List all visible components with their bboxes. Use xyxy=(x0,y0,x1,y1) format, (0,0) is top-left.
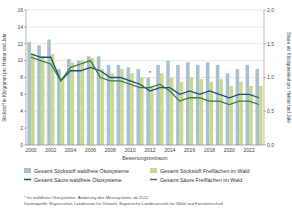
legend-label: Gesamt Stickstoff waldfreie Ökosysteme xyxy=(34,168,129,174)
x-tick-label: 2012 xyxy=(144,147,155,153)
bar xyxy=(81,61,85,145)
y2-tick-label: 2,0 xyxy=(267,7,274,13)
bar xyxy=(226,73,230,145)
grid-line xyxy=(26,43,264,44)
y-tick-label: 4 xyxy=(20,108,23,114)
bar xyxy=(255,69,259,145)
bar xyxy=(47,40,51,145)
bar xyxy=(236,69,240,145)
x-tick-label: 2010 xyxy=(125,147,136,153)
x-tick-label: 2008 xyxy=(105,147,116,153)
x-tick-label: 2002 xyxy=(45,147,56,153)
bar xyxy=(110,73,114,145)
legend-swatch xyxy=(24,168,31,173)
y-tick-label: 2 xyxy=(20,125,23,131)
bar xyxy=(156,65,160,145)
bar xyxy=(77,61,81,145)
bar xyxy=(150,86,154,145)
y-tick-label: 0 xyxy=(20,142,23,148)
y-axis-title: Stickstoff in Kilogramm pro Hektar und J… xyxy=(2,33,7,122)
y2-axis-title: Säure als Kiloäquivalent pro Hektar und … xyxy=(286,32,291,124)
grid-line xyxy=(26,60,264,61)
x-tick-label: 2020 xyxy=(224,147,235,153)
y-axis xyxy=(26,10,27,145)
x-axis xyxy=(26,145,264,146)
bar xyxy=(239,82,243,145)
x-axis-title: Bewertungszeitraum xyxy=(122,155,168,161)
y2-tick-label: 1,0 xyxy=(267,74,274,80)
x-tick-label: 2022 xyxy=(244,147,255,153)
bar xyxy=(100,69,104,145)
bar xyxy=(196,65,200,145)
chart: 0 2 4 6 8 10 12 14 16 0,0 0,5 1,0 1,5 2,0 Stickstoff i… xyxy=(0,0,292,219)
x-tick-label: 2006 xyxy=(85,147,96,153)
bar xyxy=(186,62,190,145)
bar xyxy=(206,62,210,145)
y2-tick-label: 1,5 xyxy=(267,41,274,47)
x-tick-label: 2016 xyxy=(184,147,195,153)
y-tick-label: 8 xyxy=(20,74,23,80)
footnote: * für waldfreie Ökosysteme: Änderung des… xyxy=(24,195,149,200)
legend-label: Gesamt Säure waldfreie Ökosysteme xyxy=(34,177,122,183)
x-tick-label: 2018 xyxy=(204,147,215,153)
footnote: Datenquelle: Bayerisches Landesamt für U… xyxy=(24,201,224,206)
legend-label: Gesamt Stickstoff Freiflächen im Wald xyxy=(160,168,250,174)
y2-tick-label: 0,5 xyxy=(267,108,274,114)
bar xyxy=(87,56,91,145)
grid-line xyxy=(26,10,264,11)
bar xyxy=(200,79,204,145)
y-tick-label: 6 xyxy=(20,91,23,97)
bar xyxy=(259,86,263,145)
bar xyxy=(31,54,35,145)
y-tick-label: 10 xyxy=(17,57,23,63)
legend-swatch xyxy=(150,179,157,181)
bar xyxy=(71,62,75,145)
x-tick-label: 2004 xyxy=(65,147,76,153)
bar xyxy=(127,67,131,145)
bar xyxy=(216,65,220,145)
y-tick-label: 12 xyxy=(17,41,23,47)
y2-tick-label: 0,0 xyxy=(267,142,274,148)
legend-swatch xyxy=(24,179,31,181)
bar xyxy=(229,86,233,145)
legend-label: Gesamt Säure Freiflächen im Wald xyxy=(160,177,242,183)
bar xyxy=(219,79,223,145)
bar xyxy=(166,61,170,145)
grid-line xyxy=(26,26,264,27)
bar xyxy=(41,56,45,145)
y2-axis xyxy=(264,10,265,145)
bar xyxy=(176,65,180,145)
bar xyxy=(246,65,250,145)
bar xyxy=(27,42,31,145)
bar xyxy=(61,78,65,146)
y-tick-label: 14 xyxy=(17,24,23,30)
x-tick-label: 2014 xyxy=(164,147,175,153)
bar xyxy=(90,58,94,145)
bar xyxy=(136,69,140,145)
x-tick-label: 2000 xyxy=(25,147,36,153)
line xyxy=(31,57,259,104)
bar xyxy=(180,82,184,145)
legend-swatch xyxy=(150,168,157,173)
bar xyxy=(190,78,194,146)
annotation: * xyxy=(149,70,152,76)
marks xyxy=(27,40,262,145)
y-tick-label: 16 xyxy=(17,7,23,13)
